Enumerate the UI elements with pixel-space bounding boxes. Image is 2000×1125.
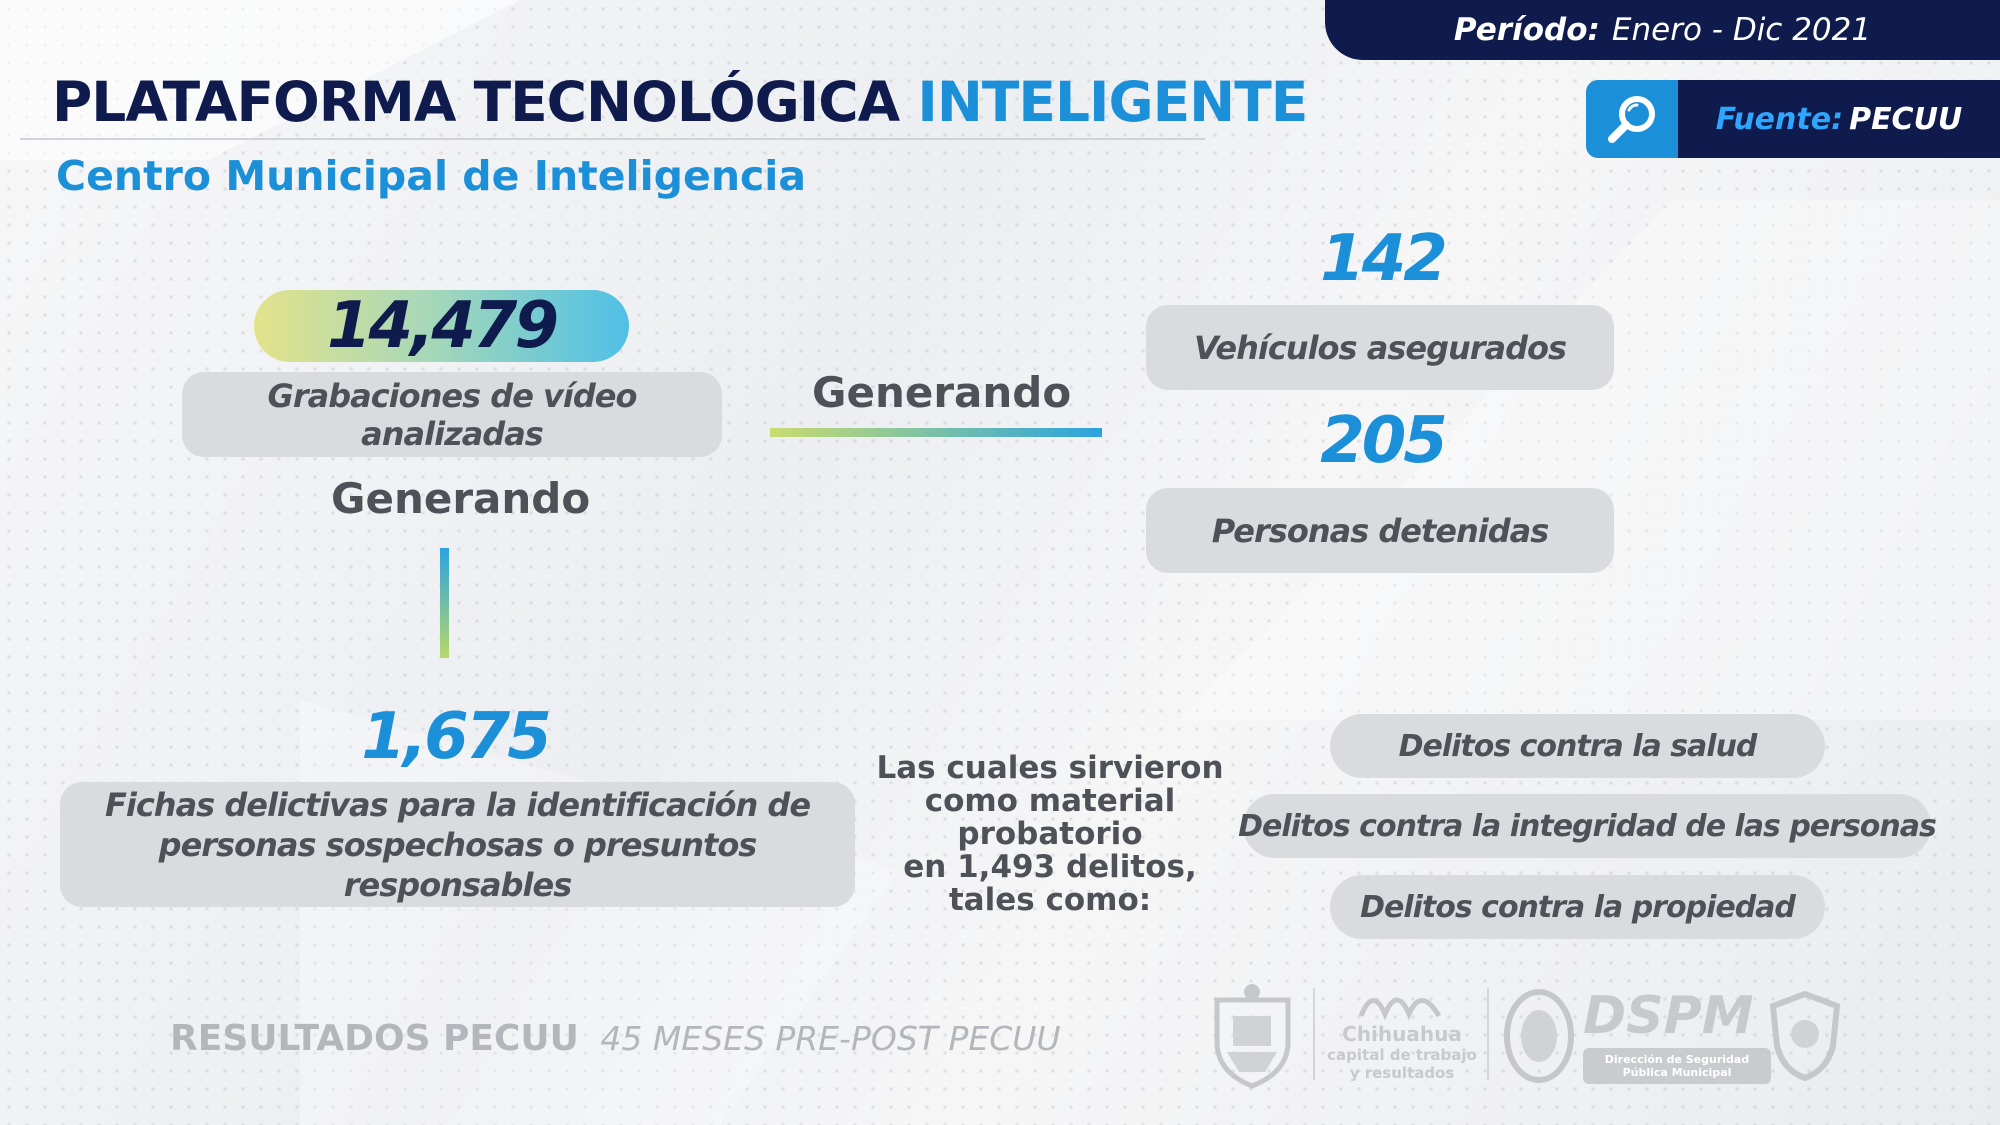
records-label-line1: Fichas delictivas para la identificación… [104,785,811,824]
city-logo-line1: Chihuahua [1342,1022,1462,1046]
crime-item-label: Delitos contra la salud [1398,728,1758,764]
police-badge-logo [1504,989,1574,1083]
generating-label-right: Generando [812,368,1072,417]
crime-item: Delitos contra la integridad de las pers… [1238,794,1937,858]
page-subtitle: Centro Municipal de Inteligencia [56,152,807,200]
source-label: Fuente: PECUU [1678,80,2000,158]
detained-label: Personas detenidas [1211,511,1550,550]
evidence-line2: como material [924,783,1176,819]
vehicles-label: Vehículos asegurados [1193,328,1567,367]
evidence-line3: probatorio [957,816,1143,852]
city-logo-line2: capital de trabajo [1327,1046,1477,1064]
recordings-value: 14,479 [327,289,559,363]
footer-results: RESULTADOS PECUU 45 MESES PRE-POST PECUU [170,1018,1061,1059]
vehicles-value: 142 [1320,222,1448,296]
crime-item-label: Delitos contra la integridad de las pers… [1238,808,1937,844]
recordings-label-box: Grabaciones de vídeo analizadas [182,372,722,457]
logo-divider [1313,988,1315,1080]
evidence-line4: en 1,493 delitos, [903,849,1197,885]
source-value: PECUU [1849,101,1963,137]
crime-item-label: Delitos contra la propiedad [1360,889,1796,925]
evidence-line1: Las cuales sirvieron [876,750,1224,786]
logo-divider [1487,988,1489,1080]
footer-results-period: 45 MESES PRE-POST PECUU [600,1019,1061,1058]
page-title: PLATAFORMA TECNOLÓGICA INTELIGENTE [52,70,1308,134]
title-main: PLATAFORMA TECNOLÓGICA [52,70,900,134]
title-accent: INTELIGENTE [917,70,1308,134]
connector-vertical [440,548,449,658]
dspm-subtitle-box: Dirección de Seguridad Pública Municipal [1583,1048,1771,1084]
connector-horizontal [770,428,1102,437]
search-icon [1586,80,1678,158]
recordings-value-pill: 14,479 [254,289,629,363]
footer-results-label: RESULTADOS PECUU [170,1018,579,1059]
city-logo-mark [1358,997,1442,1020]
source-key: Fuente: [1715,101,1844,137]
records-label-box: Fichas delictivas para la identificación… [60,782,855,907]
dspm-logo-text: DSPM [1583,986,1754,1046]
evidence-line5: tales como: [948,882,1152,918]
dspm-subtitle-line2: Pública Municipal [1622,1066,1732,1079]
shield-badge-logo [1769,990,1841,1082]
period-value: Enero - Dic 2021 [1611,12,1872,48]
recordings-label: Grabaciones de vídeo analizadas [267,376,638,453]
detained-label-box: Personas detenidas [1146,488,1614,573]
vehicles-label-box: Vehículos asegurados [1146,305,1614,390]
period-label: Período: [1453,12,1600,48]
logos-strip: Chihuahua capital de trabajo y resultado… [1205,980,1845,1090]
dspm-subtitle-line1: Dirección de Seguridad [1604,1053,1750,1066]
generating-label-left: Generando [331,474,591,523]
city-coat-of-arms-logo [1214,984,1291,1089]
records-value: 1,675 [361,700,551,774]
period-banner: Período: Enero - Dic 2021 [1325,0,2000,60]
crime-item: Delitos contra la salud [1330,714,1825,778]
evidence-text: Las cuales sirvieron como material proba… [870,752,1230,917]
records-label-line2: personas sospechosas o presuntos respons… [158,825,758,904]
crime-item: Delitos contra la propiedad [1330,875,1825,939]
city-logo-line3: y resultados [1349,1064,1455,1082]
title-divider [20,138,1205,140]
source-badge: Fuente: PECUU [1586,80,2000,158]
detained-value: 205 [1320,404,1448,478]
